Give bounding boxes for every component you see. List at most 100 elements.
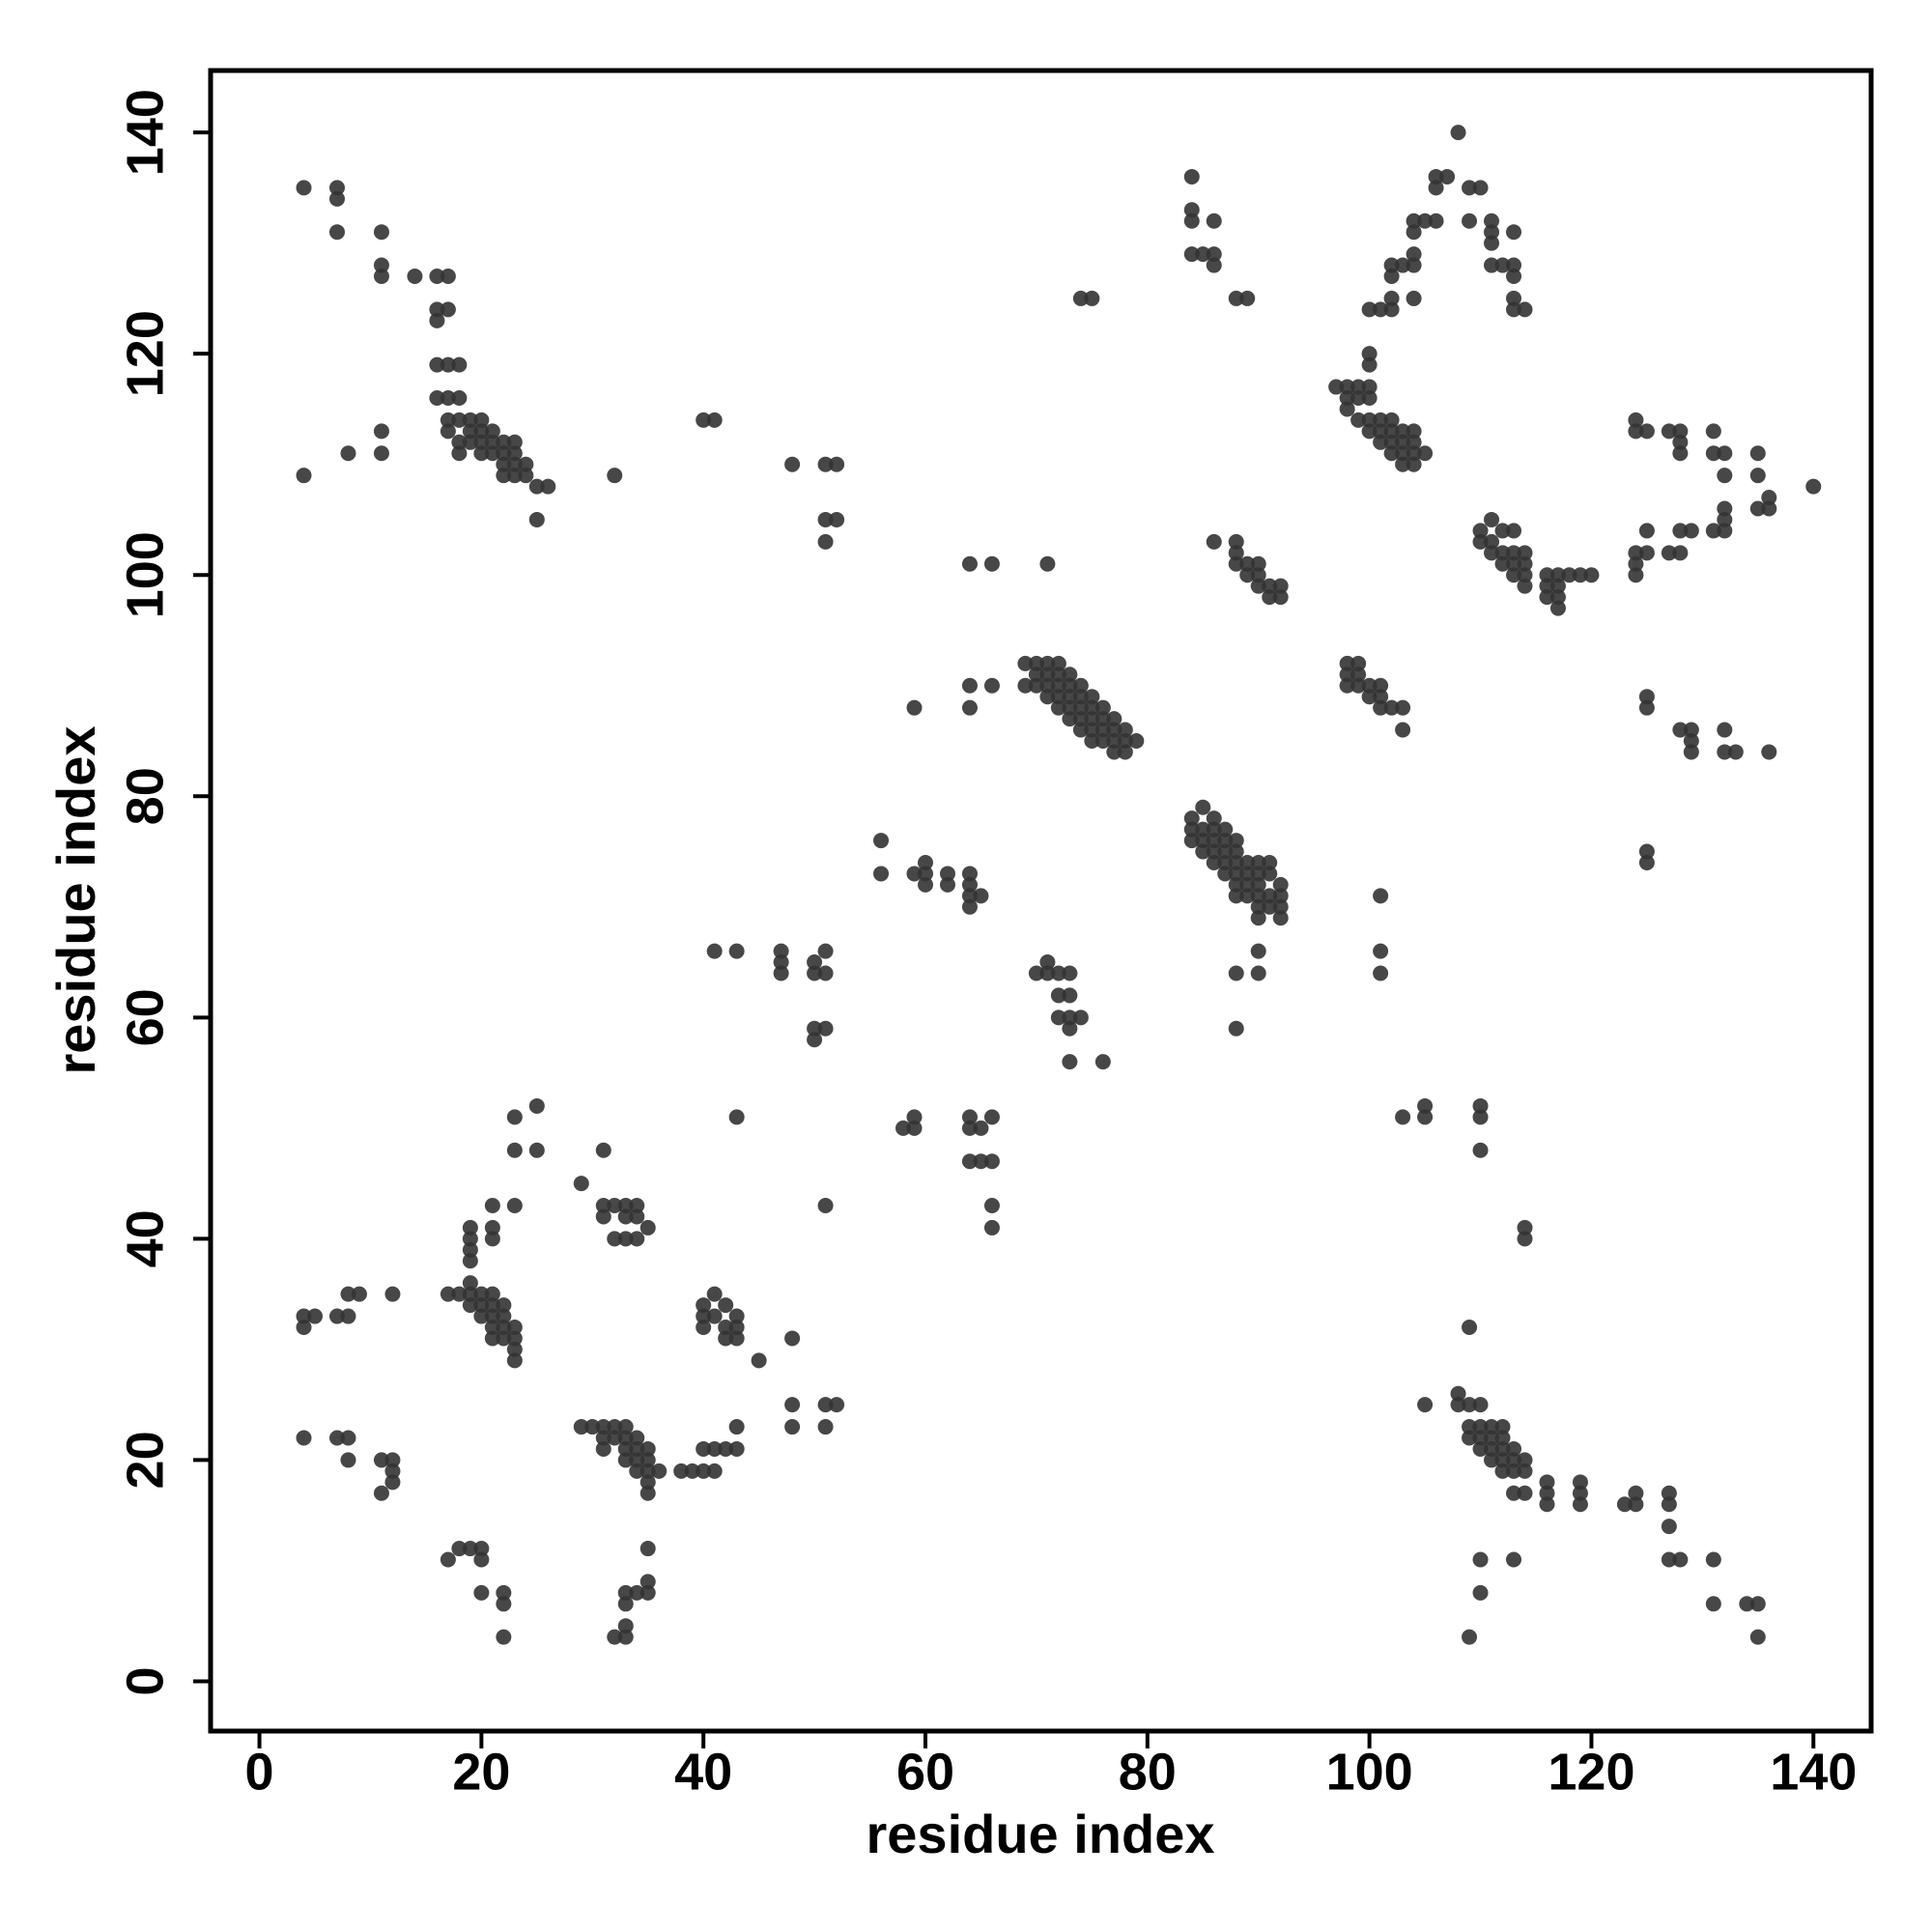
data-point (1228, 965, 1244, 981)
data-point (496, 1319, 512, 1335)
data-point (706, 1440, 723, 1457)
data-point (807, 1032, 823, 1048)
data-point (917, 854, 933, 870)
data-point (718, 1440, 734, 1457)
data-point (1395, 1109, 1411, 1125)
data-point (1217, 866, 1234, 882)
data-point (1428, 213, 1444, 229)
data-point (917, 866, 933, 882)
data-point (462, 1297, 478, 1314)
data-point (1084, 711, 1100, 727)
data-point (817, 1198, 834, 1214)
data-point (1039, 655, 1056, 671)
data-point (829, 1397, 845, 1413)
data-point (1206, 854, 1222, 870)
data-point (1361, 346, 1378, 362)
data-point (1572, 567, 1588, 583)
data-point (351, 1286, 367, 1302)
x-tick-label: 80 (1119, 1743, 1177, 1801)
data-point (1050, 667, 1066, 683)
data-point (496, 1308, 512, 1324)
data-point (1195, 799, 1211, 815)
data-point (328, 190, 345, 207)
data-point (1749, 468, 1766, 484)
data-point (939, 866, 955, 882)
data-point (1084, 722, 1100, 738)
data-point (473, 1541, 490, 1557)
data-point (340, 1452, 356, 1468)
data-point (462, 1219, 478, 1236)
data-point (1517, 578, 1533, 594)
data-point (961, 876, 978, 893)
data-point (1228, 290, 1244, 306)
data-point (696, 1308, 712, 1324)
data-point (1395, 423, 1411, 440)
data-point (496, 445, 512, 462)
data-point (462, 1286, 478, 1302)
data-point (784, 456, 801, 472)
data-point (1683, 733, 1699, 750)
data-point (1717, 523, 1733, 539)
data-point (384, 1452, 401, 1468)
data-point (1549, 567, 1566, 583)
data-point (617, 1231, 634, 1247)
data-point (639, 1474, 656, 1491)
data-point (1472, 1584, 1489, 1601)
data-point (1472, 533, 1489, 550)
data-point (1028, 655, 1044, 671)
data-point (1494, 1419, 1511, 1435)
data-point (506, 1330, 523, 1347)
data-point (1484, 1440, 1500, 1457)
data-point (1517, 545, 1533, 561)
data-point (939, 876, 955, 893)
data-point (1039, 965, 1056, 981)
data-point (1638, 843, 1655, 860)
data-point (817, 965, 834, 981)
data-point (473, 434, 490, 450)
data-point (1705, 523, 1721, 539)
data-point (1350, 655, 1367, 671)
x-tick-label: 100 (1326, 1743, 1413, 1801)
data-point (1494, 1463, 1511, 1479)
data-point (440, 269, 456, 285)
data-point (1727, 744, 1744, 760)
data-point (773, 954, 789, 971)
data-point (807, 1020, 823, 1037)
data-point (1206, 810, 1222, 827)
data-point (1395, 722, 1411, 738)
data-point (651, 1463, 668, 1479)
data-point (1183, 213, 1200, 229)
data-point (496, 1297, 512, 1314)
data-point (1506, 523, 1522, 539)
data-point (629, 1463, 645, 1479)
data-point (1628, 412, 1644, 428)
data-point (773, 943, 789, 959)
data-point (440, 423, 456, 440)
data-point (1373, 301, 1389, 318)
data-point (328, 1308, 345, 1324)
data-point (1494, 545, 1511, 561)
data-point (373, 269, 389, 285)
data-point (1039, 667, 1056, 683)
data-point (1361, 389, 1378, 406)
data-point (706, 1286, 723, 1302)
y-tick-label: 20 (116, 1431, 174, 1489)
data-point (1350, 667, 1367, 683)
data-point (1050, 655, 1066, 671)
y-tick-label: 0 (116, 1666, 174, 1695)
data-point (528, 1142, 545, 1158)
data-point (451, 356, 468, 373)
data-point (1228, 866, 1244, 882)
data-point (1572, 1496, 1588, 1513)
data-point (1094, 711, 1111, 727)
data-point (1439, 168, 1456, 185)
data-point (961, 1109, 978, 1125)
y-tick-label: 120 (116, 310, 174, 397)
data-point (595, 1430, 611, 1446)
data-point (1628, 423, 1644, 440)
data-point (1506, 257, 1522, 273)
data-point (1484, 545, 1500, 561)
data-point (906, 699, 923, 716)
data-point (1350, 379, 1367, 395)
data-point (1262, 888, 1278, 904)
